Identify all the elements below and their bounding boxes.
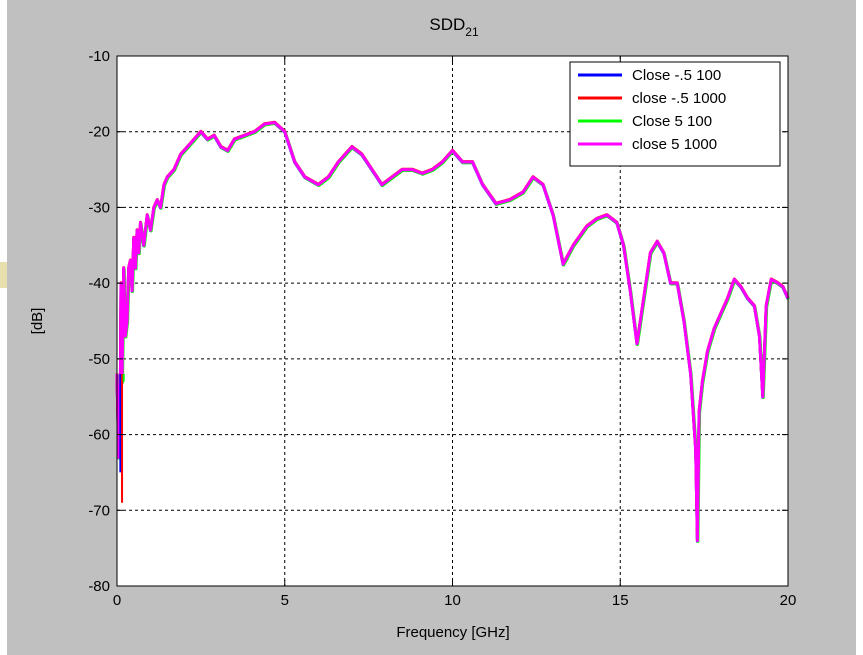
- y-tick-label: -60: [88, 427, 110, 444]
- side-tab: [0, 262, 7, 288]
- legend-box: [569, 61, 781, 167]
- chart-title: SDD21: [429, 15, 479, 39]
- y-tick-label: -40: [88, 275, 110, 292]
- y-tick-label: -20: [88, 124, 110, 141]
- x-tick-label: 10: [444, 592, 461, 609]
- x-tick-label: 20: [780, 592, 797, 609]
- y-tick-label: -70: [88, 502, 110, 519]
- x-tick-label: 0: [113, 592, 121, 609]
- y-axis-label: [dB]: [29, 308, 46, 335]
- y-tick-label: -80: [88, 578, 110, 595]
- y-tick-label: -10: [88, 48, 110, 65]
- legend: Close -.5 100 close -.5 1000 Close 5 100 cl…: [569, 61, 781, 167]
- legend-label: Close 5 100: [632, 113, 712, 130]
- x-axis-label: Frequency [GHz]: [396, 624, 509, 641]
- y-tick-label: -30: [88, 199, 110, 216]
- legend-label: close -.5 1000: [632, 90, 726, 107]
- x-tick-label: 5: [281, 592, 289, 609]
- legend-label: close 5 1000: [632, 136, 717, 153]
- legend-label: Close -.5 100: [632, 67, 721, 84]
- chart-title-subscript: 21: [465, 25, 479, 39]
- chart-title-main: SDD: [429, 15, 465, 34]
- y-tick-label: -50: [88, 351, 110, 368]
- series-line-4: [115, 121, 790, 543]
- x-tick-label: 15: [612, 592, 629, 609]
